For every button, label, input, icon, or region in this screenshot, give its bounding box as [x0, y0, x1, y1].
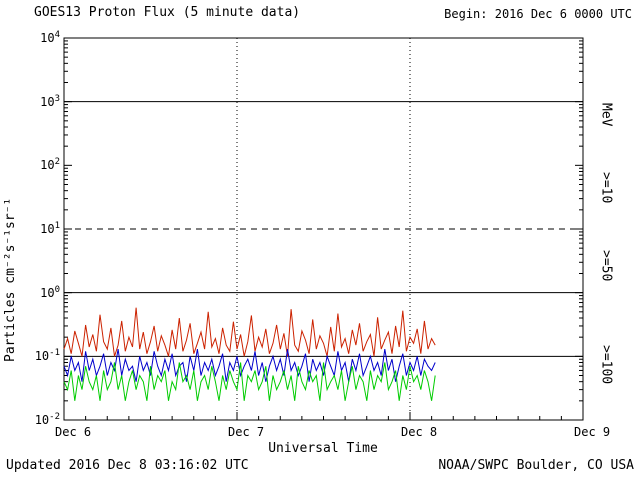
- y-tick-label: 104: [40, 30, 60, 45]
- y-axis-label: Particles cm⁻²s⁻¹sr⁻¹: [3, 197, 18, 362]
- x-tick-label: Dec 6: [55, 425, 92, 439]
- y-tick-label: 102: [40, 157, 60, 173]
- y-tick-label: 10-2: [34, 412, 60, 427]
- x-axis-label: Universal Time: [268, 441, 378, 456]
- page-title: GOES13 Proton Flux (5 minute data): [34, 5, 301, 20]
- series-gege100: [63, 362, 436, 401]
- series-gege50: [63, 349, 436, 382]
- x-tick-label: Dec 7: [228, 425, 265, 439]
- legend-ge10-label: >=10: [598, 172, 614, 204]
- legend-ge100-label: >=100: [598, 345, 614, 385]
- begin-time-label: Begin: 2016 Dec 6 0000 UTC: [444, 7, 632, 21]
- y-tick-label: 10-1: [34, 348, 60, 364]
- x-tick-label: Dec 9: [574, 425, 611, 439]
- x-tick-label: Dec 8: [401, 425, 438, 439]
- source-attribution: NOAA/SWPC Boulder, CO USA: [438, 458, 634, 473]
- y-tick-label: 100: [40, 284, 60, 300]
- y-tick-label: 103: [40, 93, 60, 109]
- plot-border: [63, 37, 584, 421]
- y-tick-label: 101: [40, 221, 60, 236]
- updated-timestamp: Updated 2016 Dec 8 03:16:02 UTC: [6, 458, 249, 473]
- series-gege10: [63, 307, 436, 357]
- legend-ge50-label: >=50: [598, 250, 614, 282]
- right-axis-unit-label: MeV: [598, 103, 614, 127]
